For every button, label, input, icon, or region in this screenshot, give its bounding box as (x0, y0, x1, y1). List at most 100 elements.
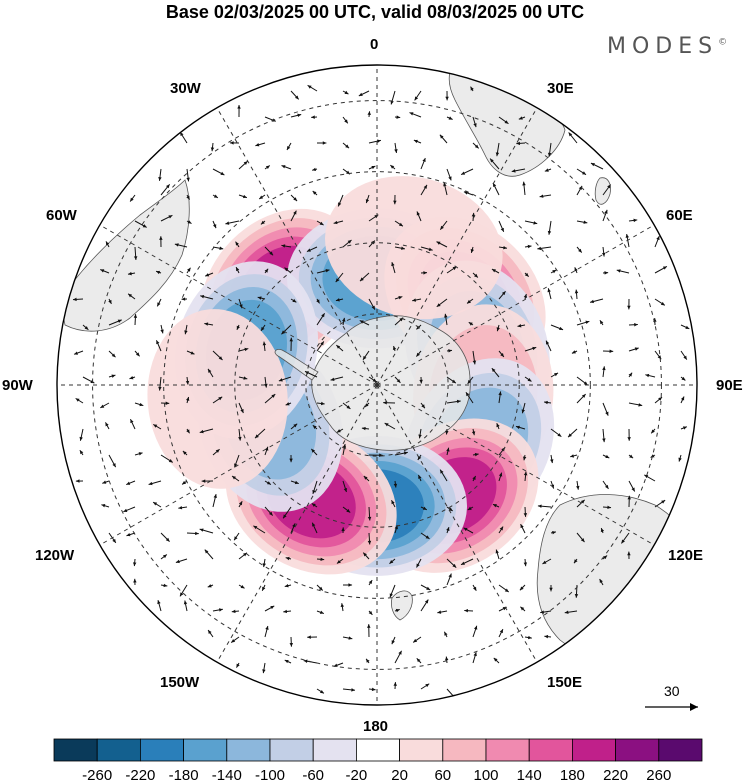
wind-arrow (394, 451, 408, 456)
wind-vector-field (72, 84, 690, 699)
wind-arrow (284, 659, 292, 664)
wind-arrow (212, 350, 223, 361)
wind-arrow (680, 350, 688, 360)
wind-arrow (262, 662, 266, 674)
colorbar-swatch (399, 738, 444, 762)
wind-arrow (390, 164, 396, 170)
wind-arrow (472, 625, 478, 638)
colorbar-swatch (355, 738, 400, 762)
wind-arrow (367, 506, 372, 521)
colorbar-swatch (572, 738, 617, 762)
australia (536, 494, 697, 661)
wind-arrow (364, 402, 370, 408)
wind-arrow (368, 139, 382, 144)
wind-arrow (391, 636, 396, 645)
modes-logo-text: MODES (607, 34, 719, 59)
wind-arrow (416, 558, 422, 568)
colorbar-tick-label: 60 (434, 767, 451, 783)
colorbar-tick-label: 100 (473, 767, 498, 783)
wind-arrow (157, 599, 162, 612)
wind-arrow (260, 220, 266, 225)
wind-arrow (465, 391, 474, 404)
wind-arrow (521, 402, 526, 414)
wind-arrow (179, 131, 188, 144)
longitude-label-120e: 120E (668, 547, 704, 564)
wind-arrow (368, 165, 376, 170)
wind-arrow (289, 636, 294, 647)
wind-arrow (415, 350, 422, 357)
wind-arrow (524, 376, 532, 382)
wind-arrow (602, 366, 606, 378)
wind-arrow (498, 290, 506, 300)
wind-arrow (602, 271, 609, 275)
wind-arrow (573, 558, 578, 564)
wind-arrow (183, 600, 188, 612)
wind-arrow (201, 479, 214, 483)
colorbar-tick-label: -140 (212, 767, 242, 783)
colorbar-tick-label: -260 (82, 767, 112, 783)
wind-arrow (101, 504, 110, 508)
wind-arrow (599, 319, 604, 326)
wind-arrow (446, 447, 450, 456)
wind-arrow (289, 454, 293, 463)
wind-arrow (463, 527, 474, 534)
wind-arrow (342, 142, 350, 149)
wind-arrow (628, 347, 639, 352)
latitude-circle (305, 313, 449, 457)
wind-arrow (264, 268, 269, 274)
wind-arrow (289, 337, 293, 352)
wind-arrow (367, 624, 371, 638)
wind-arrow (498, 350, 505, 358)
wind-arrow (368, 610, 373, 616)
colorbar-swatch (139, 738, 184, 762)
wind-arrow (160, 184, 171, 196)
wind-arrow (175, 558, 188, 564)
wind-arrow (310, 448, 318, 456)
wind-arrow (368, 453, 383, 457)
longitude-label-180: 180 (363, 718, 389, 735)
wind-arrow (602, 184, 612, 196)
wind-arrow (365, 194, 370, 204)
wind-arrow (212, 220, 217, 229)
wind-arrow (446, 266, 457, 274)
wind-arrow (316, 557, 325, 562)
wind-arrow (498, 472, 503, 482)
wind-arrow (181, 297, 188, 301)
wind-arrow (547, 220, 552, 235)
wind-arrow (342, 506, 351, 513)
wind-arrow (602, 555, 608, 560)
wind-arrow (498, 526, 504, 534)
wind-arrow (498, 584, 510, 593)
wind-arrow (258, 194, 266, 200)
wind-arrow (564, 610, 578, 614)
wind-arrow (254, 428, 266, 439)
wind-arrow (627, 495, 631, 508)
wind-arrow (472, 272, 479, 278)
wind-arrow (212, 448, 220, 456)
wind-arrow (155, 270, 162, 275)
wind-arrow (238, 402, 244, 414)
wind-arrow (542, 558, 552, 565)
wind-arrow (312, 480, 318, 495)
wind-arrow (524, 244, 532, 249)
wind-arrow (264, 625, 269, 638)
wind-arrow (420, 246, 433, 251)
wind-arrow (160, 401, 170, 405)
colorbar-swatch (183, 738, 228, 762)
wind-arrow (523, 293, 528, 300)
wind-arrow (283, 609, 292, 614)
wind-arrow (278, 376, 292, 382)
wind-arrow (472, 116, 477, 128)
meridian-line (99, 224, 378, 386)
wind-arrow (590, 162, 604, 170)
wind-arrow (316, 584, 324, 591)
wind-arrow (550, 454, 554, 464)
wind-arrow (264, 480, 272, 485)
wind-arrow (285, 402, 292, 406)
wind-arrow (493, 657, 500, 664)
wind-arrow (290, 298, 297, 303)
wind-arrow (550, 372, 559, 378)
wind-arrow (281, 165, 292, 170)
wind-arrow (498, 245, 508, 250)
